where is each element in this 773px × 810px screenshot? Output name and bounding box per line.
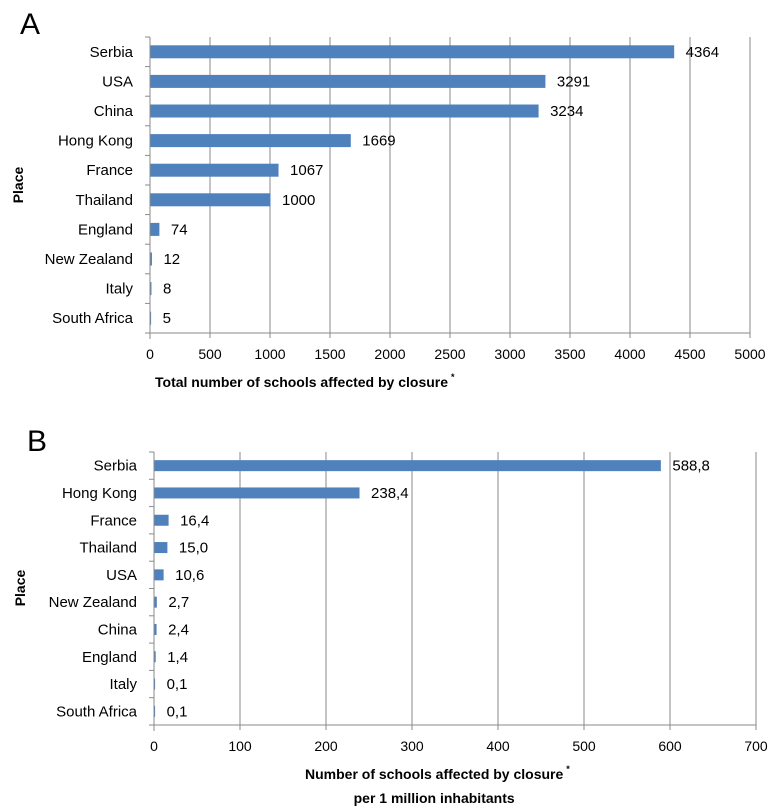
y-axis-title: Place: [12, 569, 28, 606]
bar: [150, 163, 279, 177]
y-category-label: Italy: [109, 676, 137, 693]
data-label: 10,6: [175, 567, 204, 584]
x-tick-label: 2500: [434, 346, 465, 362]
data-label: 1000: [282, 192, 315, 209]
x-tick-label: 400: [486, 738, 510, 754]
bar: [150, 193, 271, 207]
y-category-label: USA: [102, 73, 133, 90]
bar: [154, 569, 164, 581]
x-axis-title: Number of schools affected by closure *: [305, 764, 570, 782]
bar: [150, 74, 546, 88]
bar: [154, 678, 156, 690]
bar: [154, 542, 168, 554]
x-tick-label: 500: [198, 346, 222, 362]
data-label: 3234: [550, 103, 583, 120]
x-tick-label: 500: [572, 738, 596, 754]
x-tick-label: 3000: [494, 346, 525, 362]
bar: [150, 282, 152, 296]
x-tick-label: 2000: [374, 346, 405, 362]
x-tick-label: 300: [400, 738, 424, 754]
bar: [150, 222, 160, 236]
x-tick-label: 0: [150, 738, 158, 754]
x-tick-label: 700: [744, 738, 768, 754]
data-label: 15,0: [179, 540, 208, 557]
bar: [154, 623, 157, 635]
panel-a-letter: A: [20, 8, 40, 41]
panel-b-letter: B: [27, 425, 47, 458]
data-label: 588,8: [672, 458, 710, 475]
bar: [154, 487, 360, 499]
data-label: 2,4: [168, 621, 189, 638]
panel-a-chart: 0 500 1000 1500 2000 2500 3000 3500 4000 4500 5000…: [10, 36, 766, 390]
y-category-label: Italy: [105, 281, 133, 298]
data-label: 0,1: [167, 703, 188, 720]
data-label: 4364: [686, 44, 719, 61]
data-label: 3291: [557, 73, 590, 90]
y-category-label: New Zealand: [45, 251, 133, 268]
y-category-label: France: [90, 512, 137, 529]
bar: [154, 460, 661, 472]
x-axis-title-line2: per 1 million inhabitants: [354, 790, 515, 806]
y-axis-title: Place: [10, 166, 26, 203]
x-tick-label: 4500: [674, 346, 705, 362]
y-category-label: England: [82, 649, 137, 666]
y-category-label: USA: [106, 567, 137, 584]
bar: [154, 705, 156, 717]
y-category-label: Serbia: [90, 44, 134, 61]
data-label: 1067: [290, 162, 323, 179]
x-tick-label: 5000: [734, 346, 765, 362]
y-category-label: China: [94, 103, 134, 120]
bar: [150, 45, 675, 59]
y-category-label: England: [78, 221, 133, 238]
bar: [150, 104, 539, 118]
y-category-label: China: [98, 621, 138, 638]
data-label: 0,1: [167, 676, 188, 693]
y-category-label: South Africa: [56, 703, 138, 720]
x-tick-label: 4000: [614, 346, 645, 362]
y-category-label: New Zealand: [49, 594, 137, 611]
y-category-label: Thailand: [75, 192, 133, 209]
data-label: 8: [163, 281, 171, 298]
x-tick-label: 1000: [254, 346, 285, 362]
panel-b-chart: 0 100 200 300 400 500 600 700 Serbia 588,8 Hong Ko…: [12, 451, 768, 806]
bar: [154, 651, 156, 663]
y-category-label: South Africa: [52, 310, 134, 327]
bar: [154, 514, 169, 526]
data-label: 16,4: [180, 512, 209, 529]
y-category-label: Thailand: [79, 540, 137, 557]
x-tick-label: 600: [658, 738, 682, 754]
data-label: 5: [163, 310, 171, 327]
y-category-label: Hong Kong: [62, 485, 137, 502]
bar: [150, 311, 152, 325]
data-label: 1,4: [167, 649, 188, 666]
data-label: 74: [171, 221, 188, 238]
y-category-label: Hong Kong: [58, 133, 133, 150]
x-tick-label: 0: [146, 346, 154, 362]
data-label: 12: [163, 251, 180, 268]
data-label: 2,7: [168, 594, 189, 611]
bar: [154, 596, 157, 608]
data-label: 238,4: [371, 485, 409, 502]
data-label: 1669: [362, 133, 395, 150]
x-tick-label: 1500: [314, 346, 345, 362]
y-category-label: Serbia: [94, 458, 138, 475]
bar: [150, 134, 351, 148]
x-tick-label: 3500: [554, 346, 585, 362]
x-tick-label: 100: [228, 738, 252, 754]
x-axis-title: Total number of schools affected by clos…: [155, 372, 455, 390]
y-category-label: France: [86, 162, 133, 179]
x-tick-label: 200: [314, 738, 338, 754]
bar: [150, 252, 152, 266]
